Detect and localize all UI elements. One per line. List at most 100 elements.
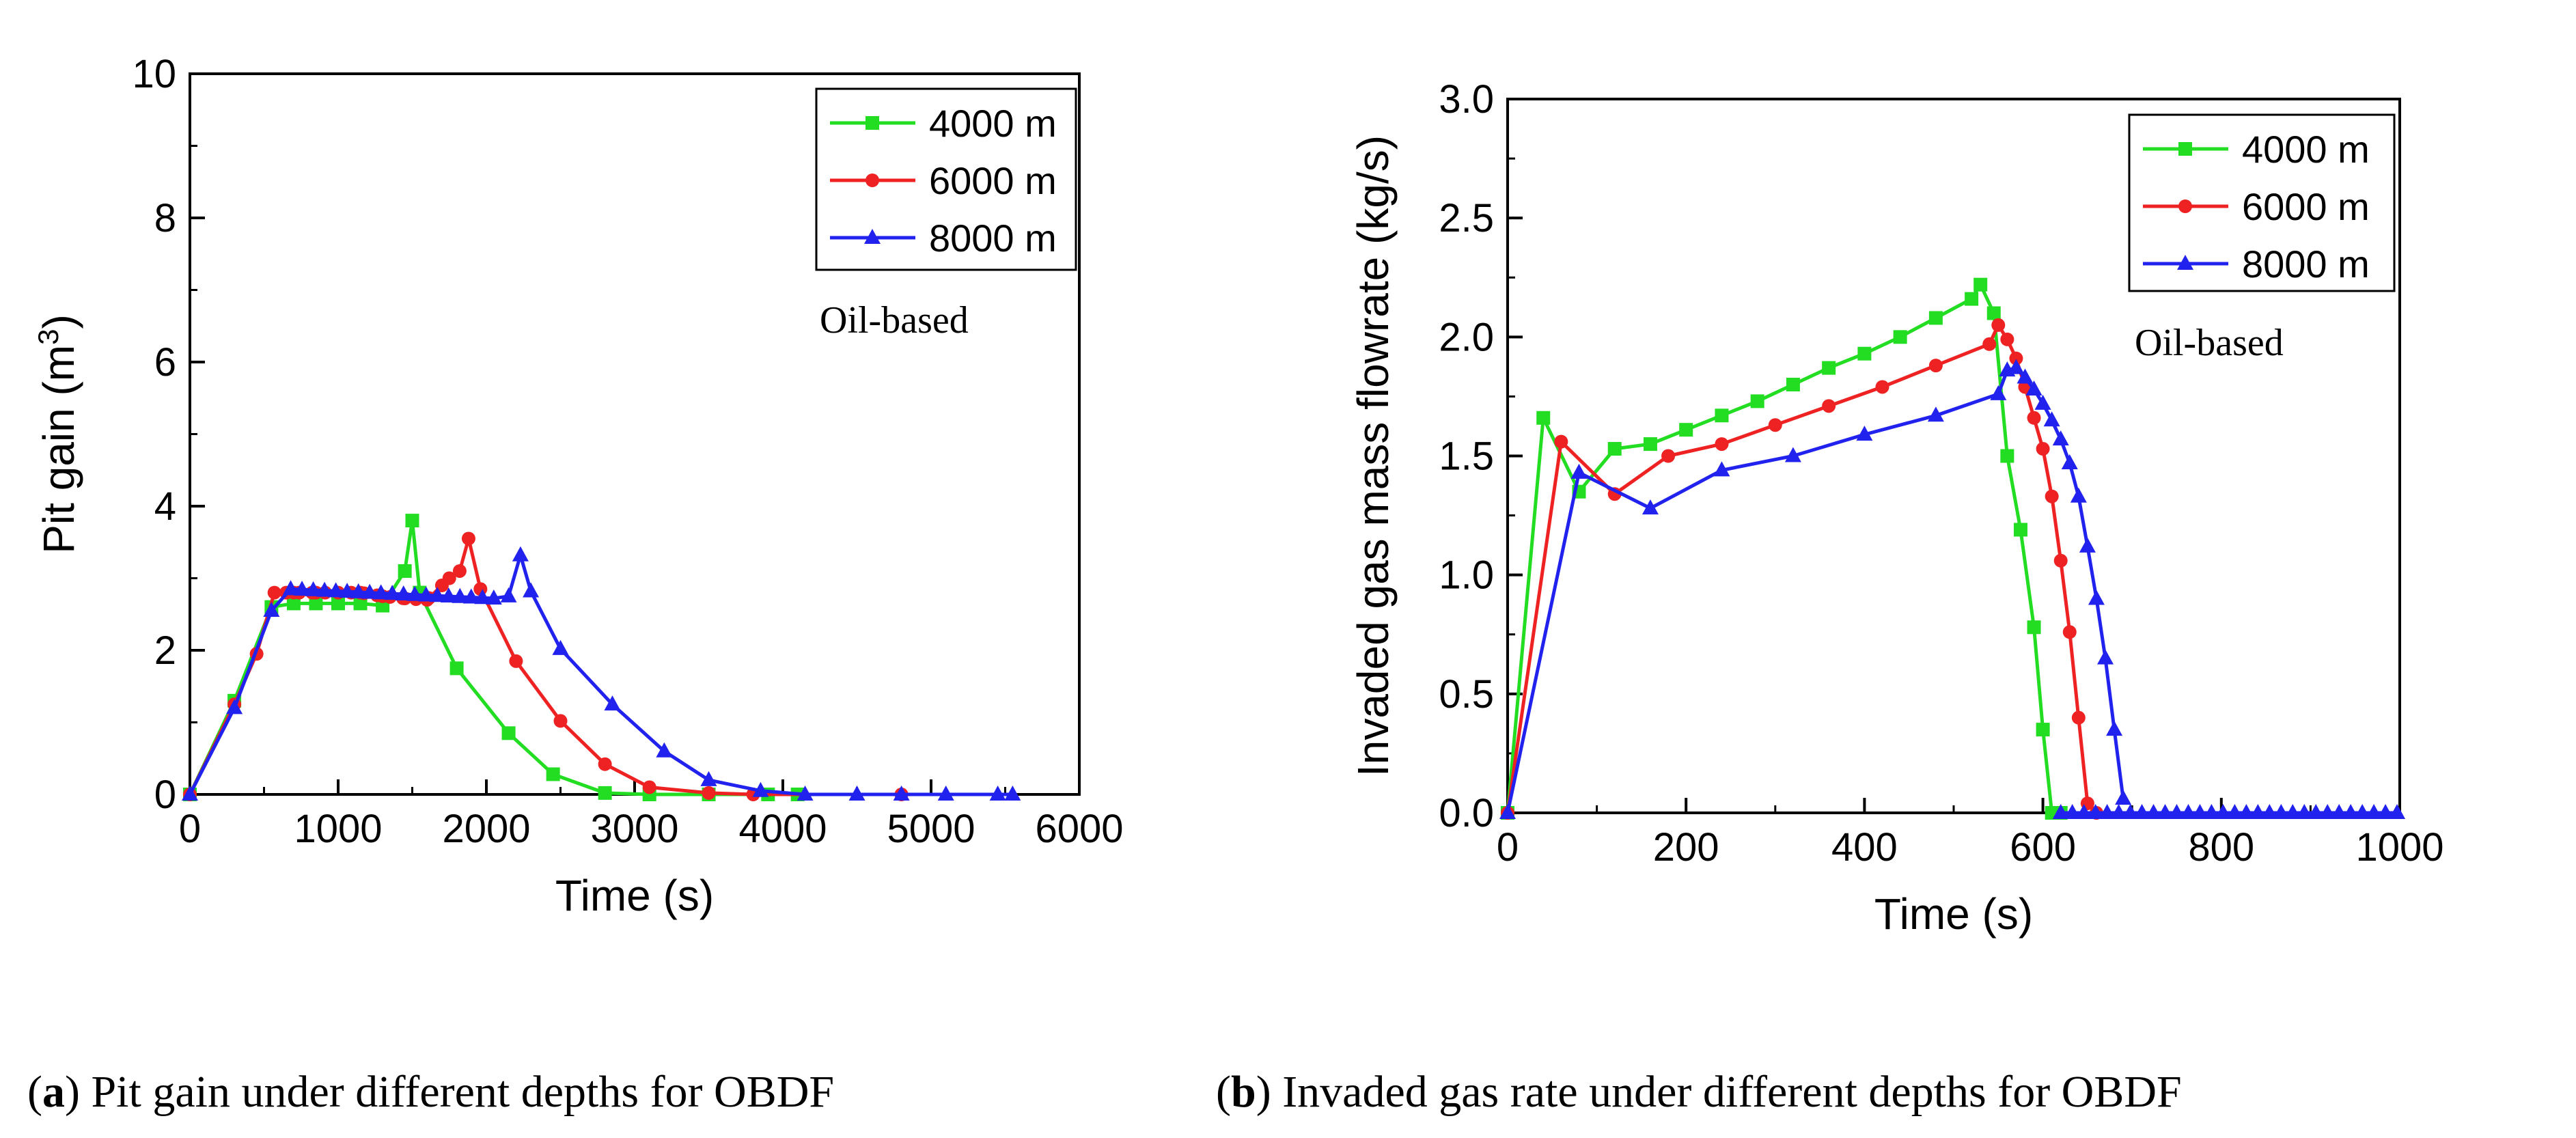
data-point (1928, 311, 1943, 325)
y-tick-label: 8 (154, 196, 176, 240)
data-point (702, 786, 716, 800)
data-point (1643, 437, 1657, 452)
legend-swatch-marker (865, 174, 879, 187)
series-8000-m (182, 546, 1021, 801)
data-point (2052, 430, 2069, 446)
data-point (2053, 553, 2068, 568)
data-point (1893, 330, 1907, 344)
legend-label: 4000 m (929, 102, 1057, 145)
y-tick-label: 3.0 (1439, 77, 1494, 122)
y-tick-label: 4 (154, 484, 176, 529)
x-tick-label: 3000 (590, 807, 678, 851)
y-tick-label: 0 (154, 773, 176, 817)
data-point (1990, 385, 2007, 400)
x-tick-label: 1000 (2355, 825, 2443, 870)
x-tick-label: 0 (179, 807, 201, 851)
data-point (546, 767, 560, 781)
zero-tail-markers (2052, 804, 2406, 819)
legend: 4000 m 6000 m 8000 m (815, 87, 1077, 271)
y-tick-label: 6 (154, 340, 176, 385)
x-tick-label: 2000 (442, 807, 530, 851)
data-point (2027, 411, 2041, 425)
data-point (1715, 408, 1729, 423)
x-tick-label: 800 (2188, 825, 2254, 870)
series-line (1506, 365, 2125, 814)
series-6000-m (1501, 318, 2103, 820)
legend-label: 8000 m (2242, 242, 2370, 286)
y-tick-label: 2.0 (1439, 315, 1494, 359)
y-tick-label: 2.5 (1439, 196, 1494, 240)
data-point (1857, 346, 1872, 361)
data-point (598, 757, 612, 771)
x-axis-label: Time (s) (1874, 889, 2033, 939)
data-point (1661, 449, 1676, 463)
y-tick-label: 1.0 (1439, 553, 1494, 598)
legend-swatch-marker (865, 116, 879, 130)
data-point (509, 654, 523, 668)
data-point (2043, 411, 2060, 427)
data-point (2036, 442, 2050, 456)
data-point (449, 661, 464, 676)
data-point (1875, 380, 1889, 394)
data-point (2115, 790, 2132, 805)
x-tick-label: 4000 (738, 807, 827, 851)
y-axis-label: Invaded gas mass flowrate (kg/s) (1348, 135, 1398, 777)
data-point (2036, 723, 2050, 737)
annotation-oil-based: Oil-based (2135, 322, 2284, 364)
data-point (1554, 434, 1568, 449)
legend-swatch-marker (2178, 142, 2192, 156)
legend-label: 6000 m (929, 159, 1057, 202)
legend-label: 8000 m (929, 217, 1057, 260)
data-point (1607, 442, 1622, 456)
chart-pit-gain: 0 1000 2000 3000 4000 5000 6000 0 2 4 6 8 10 Time (s)… (32, 52, 1124, 920)
data-point (1928, 359, 1943, 373)
data-point (1822, 361, 1836, 375)
x-tick-label: 5000 (887, 807, 975, 851)
series-line (188, 520, 798, 796)
data-point (1982, 337, 1997, 351)
data-point (1973, 277, 1988, 292)
y-tick-label: 0.0 (1439, 791, 1494, 835)
data-point (2027, 620, 2041, 635)
data-point (2079, 537, 2096, 553)
data-point (2070, 487, 2087, 503)
legend-label: 4000 m (2242, 128, 2370, 171)
data-point (523, 582, 540, 598)
y-tick-label: 2 (154, 628, 176, 673)
data-point (2061, 454, 2078, 469)
data-point (1965, 292, 1979, 306)
data-point (1786, 378, 1800, 391)
series-8000-m (1499, 359, 2132, 819)
legend-swatch-marker (2178, 199, 2192, 213)
x-tick-label: 400 (1831, 825, 1898, 870)
data-point (1679, 423, 1693, 437)
data-point (1536, 411, 1551, 425)
data-point (398, 564, 412, 578)
series-line (1506, 281, 2061, 815)
data-point (512, 546, 529, 561)
annotation-oil-based: Oil-based (820, 299, 969, 342)
data-point (1991, 318, 2006, 332)
data-point (1822, 399, 1836, 413)
data-point (2088, 589, 2105, 605)
x-tick-label: 0 (1497, 825, 1519, 870)
legend-box (2128, 113, 2396, 292)
data-point (2000, 332, 2014, 346)
data-point (452, 564, 467, 578)
y-tick-label: 0.5 (1439, 672, 1494, 717)
x-axis-label: Time (s) (555, 871, 714, 920)
caption-b: (b) Invaded gas rate under different dep… (1216, 1067, 2182, 1117)
y-tick-label: 1.5 (1439, 434, 1494, 479)
data-point (461, 531, 475, 546)
data-point (553, 714, 568, 728)
data-point (405, 514, 419, 528)
x-tick-label: 6000 (1035, 807, 1123, 851)
caption-a: (a) Pit gain under different depths for … (27, 1067, 834, 1117)
data-point (598, 786, 612, 800)
data-point (2000, 449, 2014, 463)
x-tick-label: 1000 (294, 807, 382, 851)
data-point (2062, 625, 2077, 639)
chart-invaded-gas-rate: 0 200 400 600 800 1000 0.0 0.5 1.0 1.5 2.0 2.5 3.0 Ti… (1348, 77, 2444, 939)
series-line (1506, 321, 2098, 814)
